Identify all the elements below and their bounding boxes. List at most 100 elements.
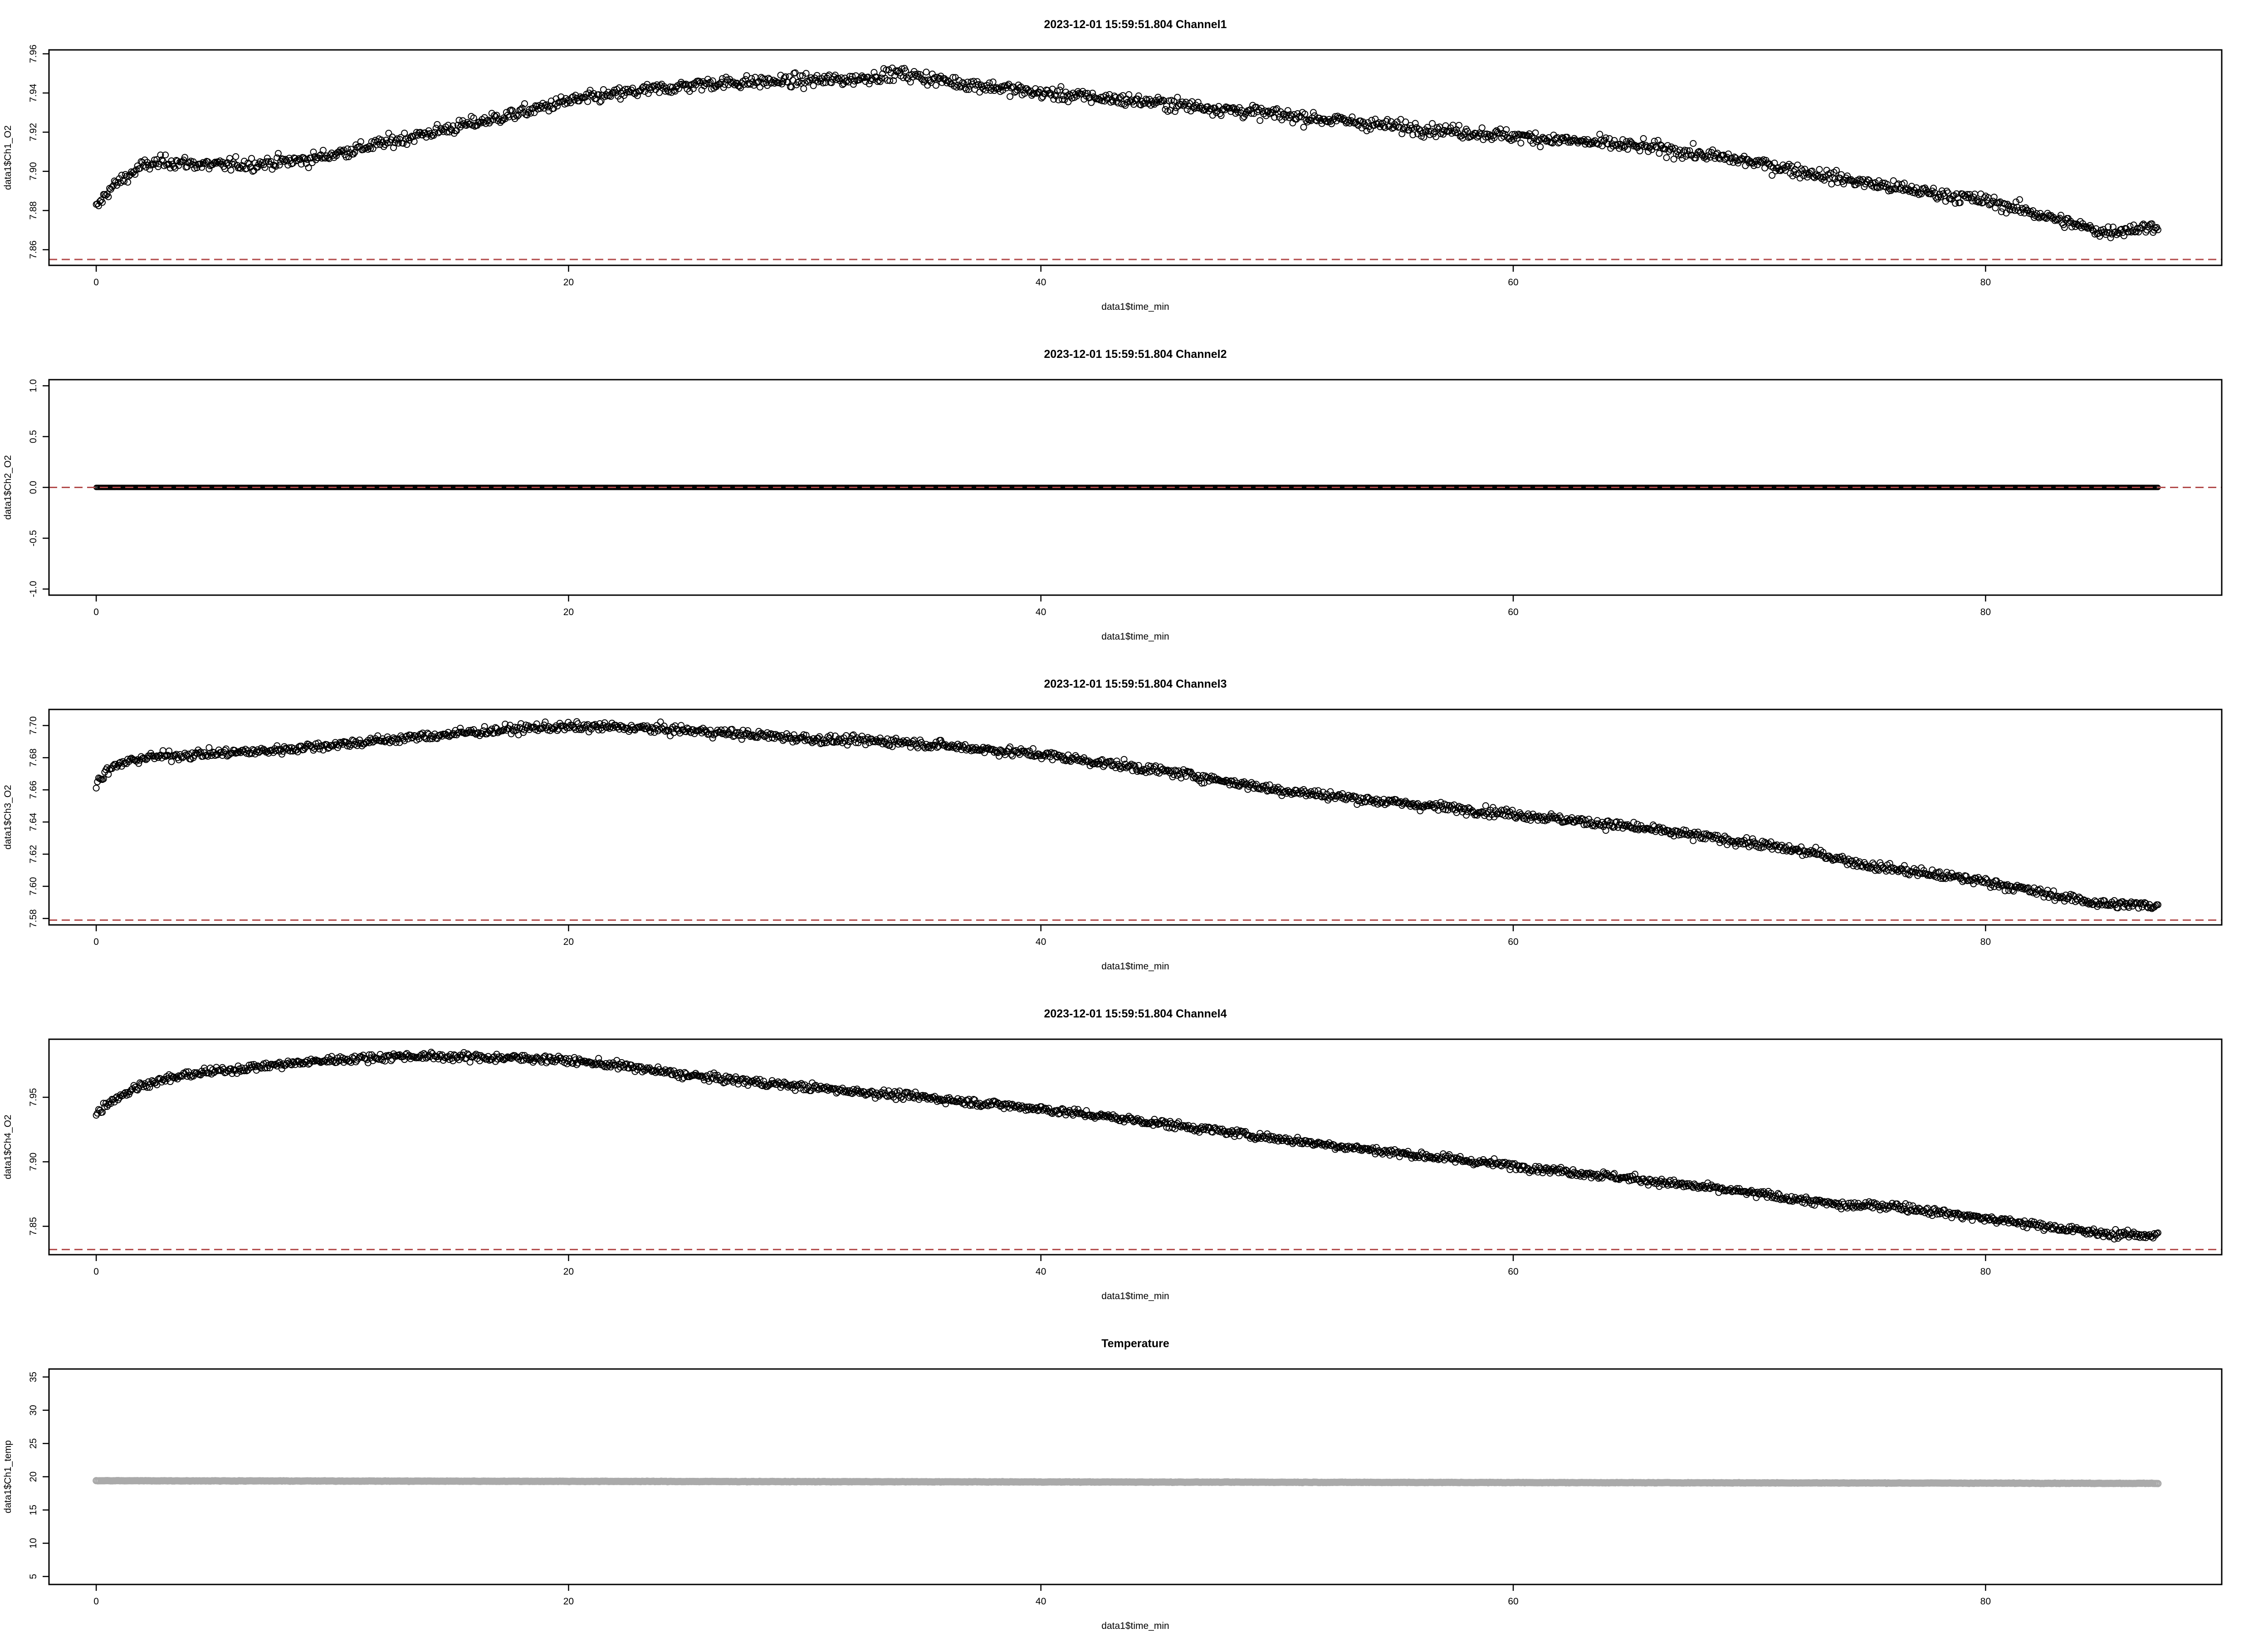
- data-point: [117, 179, 124, 186]
- data-point: [1057, 83, 1065, 90]
- data-point: [636, 88, 644, 95]
- data-point: [861, 74, 868, 81]
- data-point: [960, 80, 968, 87]
- data-point: [1226, 104, 1233, 112]
- data-point: [1801, 166, 1809, 173]
- data-point: [1135, 92, 1142, 99]
- data-point: [899, 65, 906, 73]
- data-point: [1530, 140, 1537, 147]
- data-point: [1769, 172, 1776, 179]
- y-tick-label: 7.64: [28, 812, 39, 831]
- data-point: [200, 159, 207, 166]
- data-point: [876, 78, 884, 85]
- data-point: [1429, 120, 1436, 127]
- data-point: [1706, 154, 1714, 161]
- data-point: [1419, 130, 1426, 137]
- data-point: [1532, 129, 1539, 137]
- x-tick-label: 20: [563, 937, 574, 947]
- data-point: [219, 158, 226, 166]
- data-point: [342, 153, 350, 161]
- data-point: [181, 154, 188, 161]
- data-point: [1171, 108, 1178, 115]
- data-point: [675, 85, 682, 92]
- y-axis: 7.587.607.627.647.667.687.70: [28, 716, 49, 928]
- data-point: [159, 157, 166, 165]
- data-point: [227, 166, 235, 174]
- data-point: [1494, 129, 1501, 136]
- y-tick-label: 0.0: [28, 481, 39, 494]
- data-point: [151, 156, 158, 164]
- data-point: [1935, 194, 1942, 201]
- data-point: [629, 84, 636, 92]
- data-point: [1478, 124, 1486, 132]
- data-point: [1099, 97, 1106, 104]
- data-point: [1785, 842, 1793, 849]
- data-point: [782, 73, 789, 80]
- data-point: [95, 202, 102, 210]
- y-tick-label: 1.0: [28, 379, 39, 392]
- data-point: [1656, 150, 1663, 157]
- data-point: [1640, 135, 1647, 142]
- data-point: [758, 73, 765, 81]
- x-axis: 0 20 40 60 80: [93, 925, 1991, 947]
- data-point: [122, 171, 129, 178]
- data-point: [1692, 155, 1699, 162]
- data-point: [423, 134, 430, 141]
- data-point: [1300, 123, 1307, 131]
- x-axis-label: data1$time_min: [1101, 302, 1169, 312]
- data-point: [395, 140, 402, 147]
- data-point: [1676, 147, 1683, 154]
- data-point: [168, 758, 175, 765]
- data-point: [1329, 117, 1336, 124]
- data-point: [1879, 179, 1886, 186]
- data-point: [878, 74, 885, 82]
- data-point: [1362, 122, 1369, 130]
- data-point: [786, 73, 793, 80]
- y-tick-label: 7.88: [28, 201, 39, 220]
- data-point: [99, 199, 106, 206]
- data-point: [162, 152, 169, 159]
- data-point: [890, 77, 897, 84]
- data-point: [899, 74, 907, 81]
- data-point: [357, 138, 364, 145]
- y-axis-label: data1$Ch3_O2: [3, 785, 13, 849]
- data-point: [272, 163, 279, 170]
- data-point: [175, 162, 182, 169]
- x-tick-label: 80: [1980, 607, 1991, 617]
- data-point: [813, 72, 821, 79]
- data-point: [1816, 166, 1823, 173]
- data-point: [1062, 88, 1070, 96]
- data-point: [1633, 143, 1640, 150]
- data-point: [820, 79, 827, 87]
- data-point: [1492, 128, 1499, 136]
- data-point: [1596, 131, 1603, 138]
- data-point: [226, 155, 233, 162]
- x-tick-label: 60: [1508, 277, 1518, 288]
- data-point: [761, 75, 768, 83]
- data-point: [595, 91, 602, 98]
- data-point: [550, 105, 557, 112]
- data-point: [949, 74, 957, 81]
- data-point: [1250, 110, 1257, 117]
- x-axis: 0 20 40 60 80: [93, 595, 1991, 617]
- y-tick-label: -1.0: [28, 581, 39, 597]
- data-point: [1183, 106, 1191, 113]
- data-point: [145, 161, 152, 169]
- data-point: [1452, 129, 1459, 137]
- data-point: [340, 147, 347, 154]
- data-point: [1630, 819, 1637, 826]
- data-point: [986, 79, 993, 87]
- data-point: [1703, 156, 1710, 163]
- data-point: [132, 171, 139, 178]
- data-point: [274, 150, 282, 157]
- data-point: [696, 78, 703, 85]
- data-point: [828, 79, 835, 86]
- data-point: [531, 109, 538, 116]
- data-point: [963, 86, 970, 93]
- data-point: [892, 67, 899, 74]
- data-point: [1683, 147, 1691, 154]
- y-tick-label: 7.90: [28, 162, 39, 181]
- panel-3: 2023-12-01 15:59:51.804 Channel3data1$ti…: [3, 678, 2223, 972]
- data-point: [850, 81, 857, 88]
- data-point: [1088, 99, 1095, 106]
